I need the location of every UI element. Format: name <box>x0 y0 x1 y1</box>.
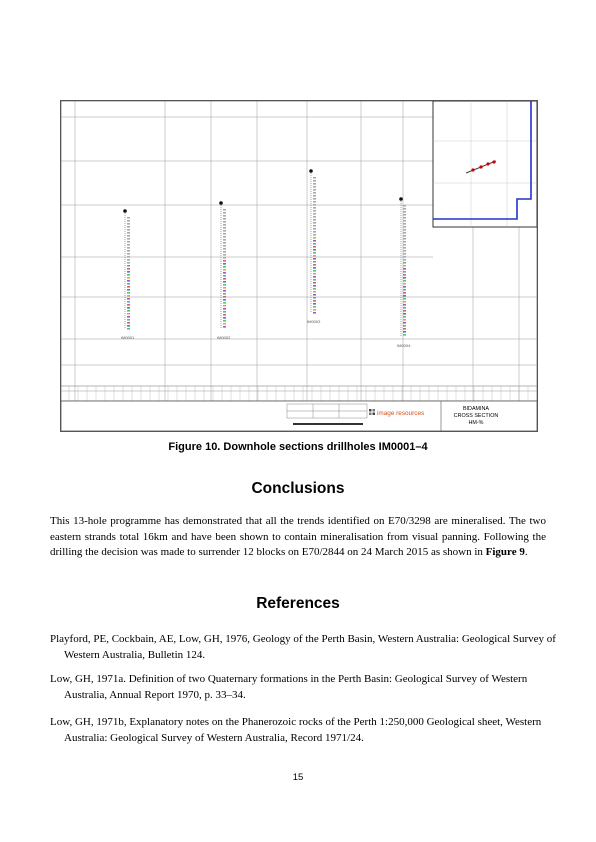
conclusions-text: This 13-hole programme has demonstrated … <box>50 515 546 559</box>
title-line-3: HM-% <box>469 420 484 426</box>
reference-item-3: Low, GH, 1971b, Explanatory notes on the… <box>50 716 542 744</box>
conclusions-paragraph: This 13-hole programme has demonstrated … <box>50 514 546 561</box>
drillhole-1: IM0001 <box>121 209 135 340</box>
conclusions-heading: Conclusions <box>251 480 345 497</box>
drillhole-3: IM0003 <box>307 169 321 324</box>
title-line-1: BIDAMINA <box>463 406 489 412</box>
references-heading: References <box>256 595 340 612</box>
drillhole-label-3: IM0003 <box>307 319 321 324</box>
cross-section-figure: IM0001 IM0002 IM0003 IM0004 image r <box>60 100 538 432</box>
drillhole-2: IM0002 <box>217 201 231 340</box>
company-logo-text: image resources <box>377 410 424 417</box>
figure-caption: Figure 10. Downhole sections drillholes … <box>168 441 428 453</box>
title-line-2: CROSS SECTION <box>454 413 499 419</box>
figure-9-reference: Figure 9 <box>485 546 525 559</box>
drillhole-label-4: IM0004 <box>397 343 411 348</box>
drillhole-4: IM0004 <box>397 197 411 348</box>
reference-item-1: Playford, PE, Cockbain, AE, Low, GH, 197… <box>50 633 556 661</box>
drillhole-label-2: IM0002 <box>217 335 231 340</box>
location-inset-map <box>432 101 537 228</box>
drillhole-label-1: IM0001 <box>121 335 135 340</box>
conclusions-text-end: . <box>524 546 528 559</box>
page-number: 15 <box>292 772 304 783</box>
title-block: image resources BIDAMINA CROSS SECTION H… <box>61 400 537 431</box>
reference-item-2: Low, GH, 1971a. Definition of two Quater… <box>50 673 528 701</box>
